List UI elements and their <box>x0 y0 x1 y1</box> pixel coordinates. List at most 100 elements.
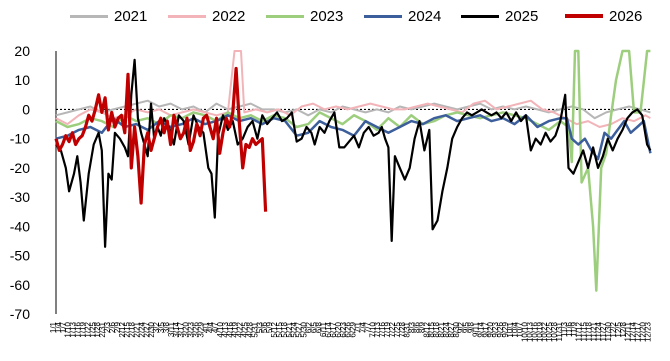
x-tick-label: 4/1 <box>201 321 210 333</box>
x-tick-label: 6/26 <box>344 321 353 337</box>
x-tick-label: 12/20 <box>638 321 647 342</box>
x-tick-label: 10/4 <box>511 321 520 337</box>
x-tick-label: 7/25 <box>393 321 402 337</box>
x-tick-label: 12/23 <box>643 321 652 342</box>
x-tick-label: 11/24 <box>594 321 603 341</box>
x-tick-label: 2/9 <box>113 321 122 333</box>
x-tick-label: 4/4 <box>206 321 215 333</box>
series-line-2023 <box>55 49 651 292</box>
legend-swatch <box>461 14 499 18</box>
x-tick-label: 11/15 <box>580 321 589 341</box>
legend-label: 2026 <box>609 7 643 25</box>
x-tick-label: 12/14 <box>629 321 638 342</box>
legend-item-2022: 2022 <box>168 6 245 26</box>
x-tick-label: 8/21 <box>437 321 446 337</box>
x-tick-label: 11/6 <box>565 321 574 337</box>
x-tick-label: 12/8 <box>619 321 628 337</box>
x-tick-label: 7/4 <box>358 321 367 333</box>
x-tick-label: 2/30 <box>147 321 156 337</box>
x-tick-label: 5/27 <box>295 321 304 337</box>
x-axis-tick-labels: 1/11/41/71/101/131/161/191/221/251/282/3… <box>49 321 652 342</box>
x-tick-label: 3/14 <box>172 321 181 337</box>
x-tick-label: 9/14 <box>476 321 485 337</box>
legend-swatch <box>168 14 206 18</box>
x-tick-label: 6/11 <box>319 321 328 337</box>
x-tick-label: 8/27 <box>447 321 456 337</box>
x-tick-label: 9/11 <box>471 321 480 337</box>
y-tick-label: -20 <box>10 160 30 176</box>
x-tick-label: 9/8 <box>467 321 476 333</box>
y-tick-label: 10 <box>14 72 30 88</box>
x-tick-label: 5/21 <box>285 321 294 337</box>
y-tick-label: -70 <box>10 306 30 322</box>
x-tick-label: 7/10 <box>368 321 377 337</box>
x-tick-label: 2/24 <box>137 321 146 337</box>
x-tick-label: 1/7 <box>59 321 68 333</box>
x-tick-label: 5/6 <box>260 321 269 333</box>
y-tick-label: 20 <box>14 43 30 59</box>
x-tick-label: 5/18 <box>280 321 289 337</box>
x-tick-label: 5/15 <box>275 321 284 337</box>
x-tick-label: 8/31 <box>403 321 412 337</box>
x-tick-label: 5/30 <box>300 321 309 337</box>
y-tick-label: -40 <box>10 218 30 234</box>
x-tick-label: 5/12 <box>270 321 279 337</box>
legend-swatch <box>266 14 304 18</box>
x-tick-label: 11/3 <box>560 321 569 337</box>
x-tick-label: 10/19 <box>535 321 544 342</box>
x-tick-label: 2/15 <box>123 321 132 337</box>
series-line-2026 <box>54 66 268 212</box>
legend-label: 2023 <box>310 7 344 25</box>
x-tick-label: 2/31 <box>98 321 107 337</box>
x-tick-label: 3/11 <box>167 321 176 337</box>
x-tick-label: 10/10 <box>521 321 530 342</box>
legend-swatch <box>565 14 603 18</box>
x-tick-label: 7/28 <box>398 321 407 337</box>
x-tick-label: 8/15 <box>427 321 436 337</box>
x-tick-label: 8/30 <box>452 321 461 337</box>
x-tick-label: 6/5 <box>309 321 318 333</box>
x-tick-label: 11/21 <box>589 321 598 341</box>
legend-swatch <box>70 14 108 18</box>
x-tick-label: 2/21 <box>133 321 142 337</box>
x-tick-label: 5/9 <box>265 321 274 333</box>
legend-item-2026: 2026 <box>565 6 642 26</box>
x-tick-label: 9/20 <box>486 321 495 337</box>
x-tick-label: 3/17 <box>177 321 186 337</box>
legend-item-2025: 2025 <box>461 6 538 26</box>
y-tick-label: -10 <box>10 131 30 147</box>
x-tick-label: 2/27 <box>142 321 151 337</box>
x-tick-label: 3/8 <box>162 321 171 333</box>
x-tick-label: 7/7 <box>363 321 372 333</box>
x-tick-label: 10/13 <box>525 321 534 342</box>
x-tick-label: 4/16 <box>226 321 235 337</box>
x-tick-label: 4/13 <box>221 321 230 337</box>
x-tick-label: 6/14 <box>324 321 333 337</box>
x-tick-label: 11/30 <box>604 321 613 341</box>
x-tick-label: 3/20 <box>182 321 191 337</box>
x-tick-label: 11/31 <box>555 321 564 341</box>
x-tick-label: 7/13 <box>373 321 382 337</box>
x-tick-label: 4/22 <box>236 321 245 337</box>
x-tick-label: 1/16 <box>74 321 83 337</box>
x-tick-label: 7/19 <box>383 321 392 337</box>
x-tick-label: 7/16 <box>378 321 387 337</box>
x-tick-label: 12/17 <box>634 321 643 342</box>
x-tick-label: 10/28 <box>550 321 559 342</box>
x-tick-label: 1/28 <box>93 321 102 337</box>
x-tick-label: 1/4 <box>54 321 63 333</box>
legend-item-2023: 2023 <box>266 6 343 26</box>
x-tick-label: 10/16 <box>530 321 539 342</box>
x-tick-label: 4/7 <box>211 321 220 333</box>
x-tick-label: 4/28 <box>245 321 254 337</box>
x-tick-label: 8/24 <box>442 321 451 337</box>
x-tick-label: 3/29 <box>196 321 205 337</box>
x-tick-label: 12/2 <box>609 321 618 337</box>
x-tick-label: 6/2 <box>304 321 313 333</box>
y-tick-label: -60 <box>10 277 30 293</box>
x-tick-label: 6/8 <box>314 321 323 333</box>
legend-label: 2022 <box>212 7 246 25</box>
x-tick-label: 7/1 <box>354 321 363 333</box>
legend-label: 2024 <box>408 7 442 25</box>
x-tick-label: 9/17 <box>481 321 490 337</box>
